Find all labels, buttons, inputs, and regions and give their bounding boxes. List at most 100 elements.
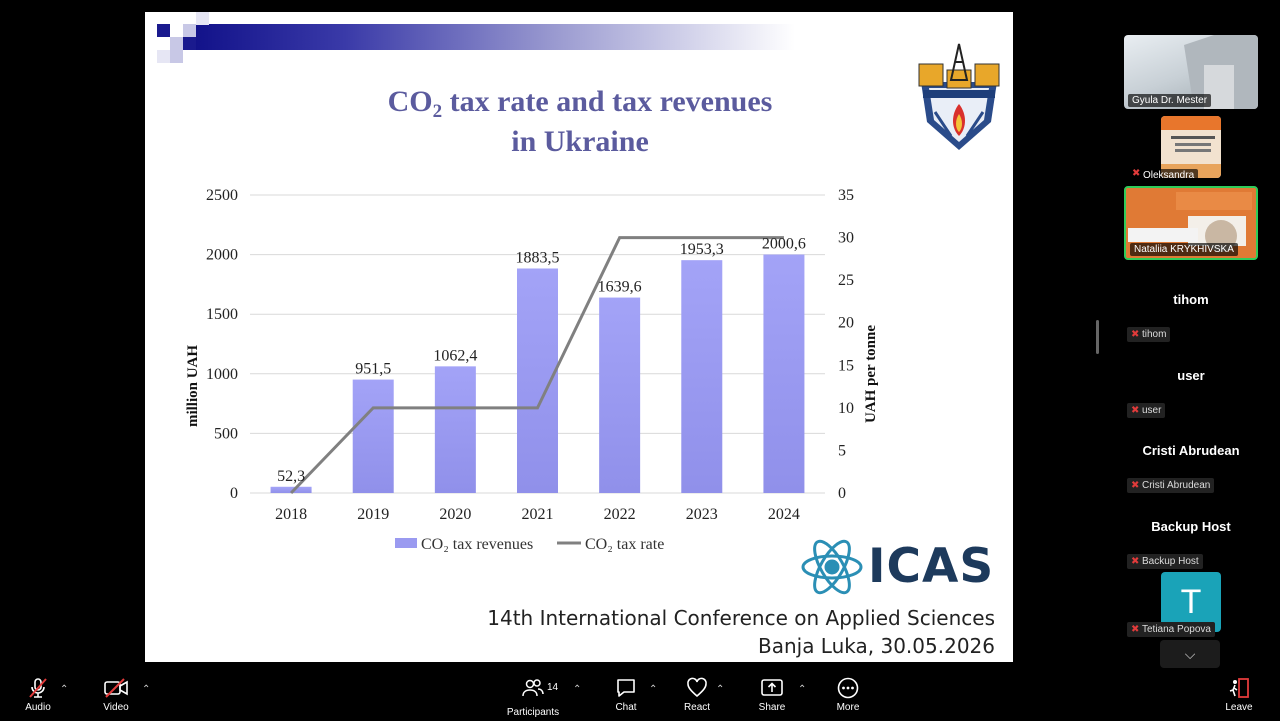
slide-header-bar (195, 24, 795, 50)
shared-screen: CO2 tax rate and tax revenues in Ukraine (145, 12, 1013, 662)
x-tick-label: 2023 (686, 506, 718, 523)
participants-count: 14 (547, 682, 559, 693)
video-feed (1184, 35, 1258, 109)
participant-tile[interactable]: Backup Host ✖ Backup Host (1124, 503, 1258, 577)
chart-legend: CO₂ tax revenues CO₂ tax rate (395, 536, 664, 553)
participant-tile[interactable]: tihom ✖ tihom (1124, 276, 1258, 350)
rate-line (289, 236, 784, 495)
leave-label: Leave (1225, 702, 1253, 713)
x-tick-label: 2024 (768, 506, 800, 523)
bar (352, 379, 394, 493)
participants-button[interactable]: 14 Participants (503, 676, 563, 718)
y2-tick-label: 0 (838, 485, 846, 502)
meeting-toolbar: Audio ⌃ Video ⌃ 14 Participants ⌃ (0, 672, 1280, 721)
y2-axis-ticks: 0 5 10 15 20 25 30 35 (838, 187, 854, 502)
share-options-caret-icon[interactable]: ⌃ (798, 684, 807, 695)
mic-off-icon: ✖ (1131, 480, 1140, 491)
more-button[interactable]: More (818, 676, 878, 718)
y-tick-label: 1000 (206, 366, 238, 383)
video-tile-active-speaker[interactable]: Nataliia KRYKHIVSKA (1124, 186, 1258, 260)
icas-atom-icon (801, 539, 863, 595)
x-tick-label: 2019 (357, 506, 389, 523)
x-tick-label: 2021 (522, 506, 554, 523)
conference-name: 14th International Conference on Applied… (487, 606, 995, 630)
leave-button[interactable]: Leave (1209, 676, 1269, 718)
participant-name-text: Backup Host (1142, 556, 1199, 567)
chat-options-caret-icon[interactable]: ⌃ (649, 684, 658, 695)
participant-display-name: user (1177, 368, 1205, 383)
y2-tick-label: 20 (838, 315, 854, 332)
audio-label: Audio (25, 702, 51, 713)
x-tick-label: 2018 (275, 506, 307, 523)
mic-off-icon: ✖ (1131, 329, 1140, 340)
mic-off-icon: ✖ (1131, 624, 1140, 635)
bar (681, 260, 723, 493)
participant-name-text: user (1142, 405, 1162, 416)
chat-button[interactable]: Chat (596, 676, 656, 718)
video-tile[interactable]: Gyula Dr. Mester (1124, 35, 1258, 109)
mic-off-icon: ✖ (1132, 168, 1141, 179)
avatar-initial: T (1180, 583, 1202, 621)
y-tick-label: 500 (214, 425, 238, 442)
mic-off-icon: ✖ (1131, 405, 1140, 416)
share-label: Share (758, 702, 786, 713)
x-tick-label: 2020 (439, 506, 471, 523)
participants-icon (522, 679, 544, 697)
video-off-icon (104, 678, 128, 698)
participant-name: ✖ Cristi Abrudean (1127, 478, 1215, 493)
participant-display-name: Backup Host (1151, 519, 1231, 534)
chevron-down-icon: ⌵ (1184, 646, 1196, 662)
react-label: React (683, 702, 711, 713)
share-button[interactable]: Share (742, 676, 802, 718)
video-label: Video (103, 702, 129, 713)
participant-gallery[interactable]: Gyula Dr. Mester Oleksandra ✖ Na (1092, 0, 1280, 672)
gallery-scrollbar[interactable] (1096, 320, 1099, 354)
bar-data-label: 1953,3 (680, 241, 724, 258)
chat-label: Chat (615, 702, 637, 713)
presentation-slide: CO2 tax rate and tax revenues in Ukraine (145, 12, 1013, 662)
more-icon (837, 677, 859, 699)
video-button[interactable]: Video (86, 676, 146, 718)
y-tick-label: 1500 (206, 306, 238, 323)
participant-name: Gyula Dr. Mester (1128, 94, 1212, 107)
more-label: More (836, 702, 860, 713)
participant-tile[interactable]: Cristi Abrudean ✖ Cristi Abrudean (1124, 427, 1258, 501)
title-part: CO (387, 85, 433, 118)
react-button[interactable]: React (667, 676, 727, 718)
deco-square (157, 50, 170, 63)
react-options-caret-icon[interactable]: ⌃ (716, 684, 725, 695)
mic-off-icon: ✖ (1131, 556, 1140, 567)
slide-title: CO2 tax rate and tax revenues in Ukraine (295, 82, 865, 162)
y2-tick-label: 5 (838, 442, 846, 459)
video-options-caret-icon[interactable]: ⌃ (142, 684, 151, 695)
y-tick-label: 2000 (206, 247, 238, 264)
participant-name: ✖ tihom (1127, 327, 1171, 342)
conference-place-date: Banja Luka, 30.05.2026 (757, 634, 995, 658)
bar (270, 486, 312, 493)
deco-square (170, 50, 183, 63)
x-tick-label: 2022 (604, 506, 636, 523)
leave-icon (1229, 678, 1249, 698)
participant-name-text: tihom (1142, 329, 1167, 340)
icas-logo-text: ICAS (868, 539, 995, 594)
y2-axis-label: UAH per tonne (863, 325, 879, 423)
bar-data-label: 1639,6 (598, 279, 642, 296)
bar-data-label: 52,3 (277, 468, 305, 485)
y-tick-label: 0 (230, 485, 238, 502)
y2-tick-label: 30 (838, 230, 854, 247)
y2-tick-label: 10 (838, 400, 854, 417)
deco-square (183, 37, 196, 50)
audio-options-caret-icon[interactable]: ⌃ (60, 684, 69, 695)
y2-tick-label: 15 (838, 357, 854, 374)
deco-square (183, 24, 196, 37)
bar-data-label: 1883,5 (516, 249, 560, 266)
y-axis-label: million UAH (185, 345, 201, 427)
line-series (289, 236, 784, 495)
gallery-scroll-down-button[interactable]: ⌵ (1160, 640, 1220, 668)
y2-tick-label: 25 (838, 272, 854, 289)
participants-options-caret-icon[interactable]: ⌃ (573, 684, 582, 695)
participant-tile[interactable]: user ✖ user (1124, 352, 1258, 426)
audio-button[interactable]: Audio (8, 676, 68, 718)
heart-icon (687, 677, 707, 698)
